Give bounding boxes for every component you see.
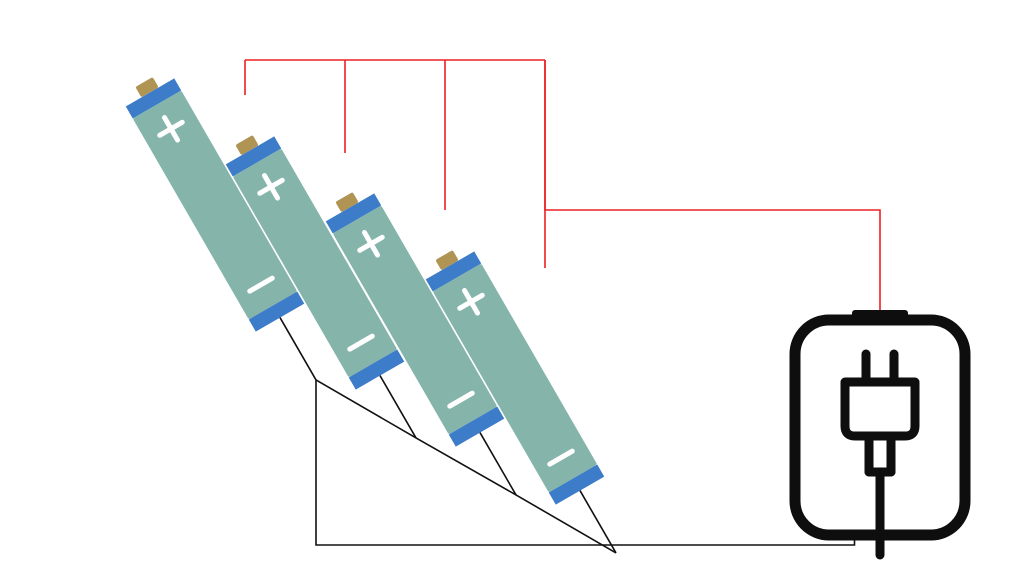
charger-icon xyxy=(795,310,965,555)
negative-lead-1 xyxy=(280,318,316,380)
negative-lead-2 xyxy=(380,376,416,438)
positive-to-charger xyxy=(545,60,880,314)
plug-head xyxy=(845,382,915,436)
negative-lead-4 xyxy=(580,491,616,553)
batteries xyxy=(120,68,640,567)
